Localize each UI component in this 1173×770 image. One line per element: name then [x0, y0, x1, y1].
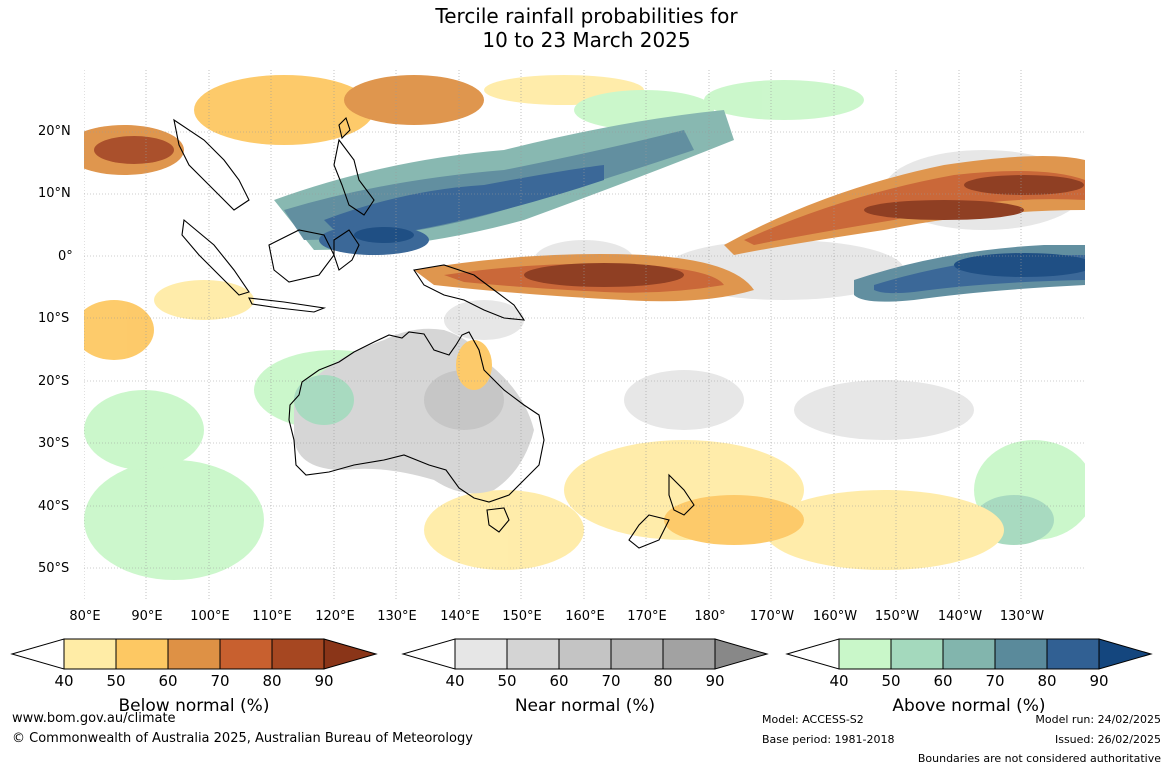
australia-coast — [288, 331, 545, 503]
cbar-tick: 80 — [1037, 672, 1057, 690]
lon-label: 170°E — [627, 609, 667, 624]
cbar-swatch — [219, 638, 273, 670]
lon-label: 100°E — [190, 609, 230, 624]
cbar-swatch — [506, 638, 560, 670]
cbar-tick: 90 — [314, 672, 334, 690]
lon-label: 130°W — [999, 609, 1045, 624]
lon-label: 130°E — [377, 609, 417, 624]
near-normal-title: Near normal (%) — [514, 696, 656, 716]
cbar-tick: 90 — [1089, 672, 1109, 690]
boundaries-disclaimer: Boundaries are not considered authoritat… — [917, 752, 1161, 765]
cbar-swatch — [942, 638, 996, 670]
sumatra-coast — [181, 218, 250, 296]
website-link[interactable]: www.bom.gov.au/climate — [12, 711, 176, 726]
philippines-coast — [333, 138, 375, 216]
tasmania-coast — [486, 507, 510, 533]
near-normal-colorbar — [401, 638, 769, 670]
lat-label-10s: 10°S — [38, 311, 70, 326]
coastlines — [173, 116, 695, 549]
lon-label: 160°W — [812, 609, 858, 624]
lat-label-20n: 20°N — [38, 124, 71, 139]
cbar-swatch — [1098, 638, 1153, 670]
graticule — [84, 70, 1085, 600]
cbar-swatch — [662, 638, 716, 670]
lon-label: 110°E — [252, 609, 292, 624]
cbar-tick: 50 — [881, 672, 901, 690]
cbar-tick: 80 — [262, 672, 282, 690]
cbar-swatch — [994, 638, 1048, 670]
below-normal-colorbar — [10, 638, 378, 670]
title-line-2: 10 to 23 March 2025 — [482, 28, 691, 52]
map-title: Tercile rainfall probabilities for 10 to… — [0, 4, 1173, 52]
cbar-swatch — [838, 638, 892, 670]
java-coast — [248, 297, 327, 313]
cbar-swatch — [115, 638, 169, 670]
indochina-coast — [173, 118, 250, 211]
borneo-coast — [268, 229, 335, 283]
cbar-tick: 60 — [933, 672, 953, 690]
lon-label: 150°W — [874, 609, 920, 624]
cbar-tick: 60 — [549, 672, 569, 690]
lon-label: 140°W — [937, 609, 983, 624]
cbar-tick: 70 — [601, 672, 621, 690]
cbar-tick: 40 — [54, 672, 74, 690]
cbar-swatch — [63, 638, 117, 670]
model-label: Model: ACCESS-S2 — [762, 713, 864, 726]
cbar-swatch — [271, 638, 325, 670]
new-zealand-coast — [628, 473, 695, 549]
below-normal-title: Below normal (%) — [118, 696, 270, 716]
cbar-swatch — [323, 638, 378, 670]
cbar-swatch — [1046, 638, 1100, 670]
cbar-tick: 80 — [653, 672, 673, 690]
map-fill-patches — [84, 75, 1085, 580]
lon-label: 80°E — [69, 609, 101, 624]
cbar-tick: 70 — [985, 672, 1005, 690]
cbar-swatch — [167, 638, 221, 670]
taiwan-coast — [338, 116, 351, 140]
cbar-swatch — [714, 638, 769, 670]
copyright-notice: © Commonwealth of Australia 2025, Austra… — [12, 731, 473, 746]
lon-label: 160°E — [565, 609, 605, 624]
cbar-tick: 90 — [705, 672, 725, 690]
cbar-tick: 40 — [829, 672, 849, 690]
above-normal-colorbar — [785, 638, 1153, 670]
lon-label: 120°E — [315, 609, 355, 624]
lon-label: 90°E — [131, 609, 163, 624]
lat-label-50s: 50°S — [38, 561, 70, 576]
lat-label-40s: 40°S — [38, 499, 70, 514]
cbar-swatch — [890, 638, 944, 670]
lon-label: 180° — [694, 609, 726, 624]
rainfall-probability-map — [84, 70, 1085, 600]
cbar-tick: 60 — [158, 672, 178, 690]
lat-label-20s: 20°S — [38, 374, 70, 389]
lat-label-10n: 10°N — [38, 186, 71, 201]
cbar-tick: 50 — [497, 672, 517, 690]
lon-label: 170°W — [749, 609, 795, 624]
lon-label: 150°E — [502, 609, 542, 624]
base-period-label: Base period: 1981-2018 — [762, 733, 895, 746]
cbar-swatch — [558, 638, 612, 670]
lat-label-30s: 30°S — [38, 436, 70, 451]
new-guinea-coast — [413, 264, 526, 321]
above-normal-title: Above normal (%) — [892, 696, 1046, 716]
lat-label-0: 0° — [58, 249, 73, 264]
cbar-swatch — [610, 638, 664, 670]
cbar-tick: 70 — [210, 672, 230, 690]
lon-label: 140°E — [440, 609, 480, 624]
sulawesi-coast — [333, 229, 360, 271]
cbar-tick: 40 — [445, 672, 465, 690]
title-line-1: Tercile rainfall probabilities for — [435, 4, 738, 28]
model-run-label: Model run: 24/02/2025 — [1035, 713, 1161, 726]
issued-label: Issued: 26/02/2025 — [1054, 733, 1161, 746]
cbar-swatch — [454, 638, 508, 670]
cbar-tick: 50 — [106, 672, 126, 690]
